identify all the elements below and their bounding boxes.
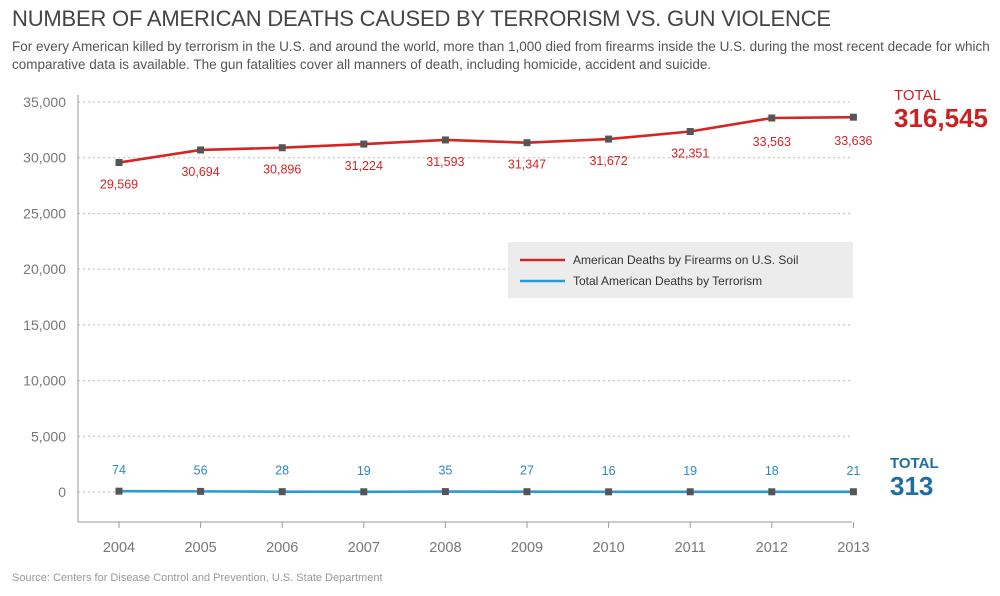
data-label-firearms: 29,569 — [100, 178, 138, 192]
data-label-firearms: 31,224 — [345, 159, 383, 173]
data-label-terrorism: 27 — [520, 464, 534, 478]
data-point-terrorism — [686, 488, 694, 496]
data-label-firearms: 32,351 — [671, 147, 709, 161]
firearms-total: TOTAL 316,545 — [894, 87, 988, 132]
legend: American Deaths by Firearms on U.S. Soil… — [508, 242, 853, 298]
y-tick-label: 10,000 — [23, 373, 66, 389]
x-tick-label: 2012 — [756, 540, 788, 556]
data-label-terrorism: 19 — [357, 464, 371, 478]
y-tick-label: 5,000 — [31, 428, 66, 444]
data-point-firearms — [441, 136, 449, 144]
axis-layer: 0 5,000 10,000 15,000 20,000 25,000 30,000 35,0… — [23, 94, 869, 556]
series-line-firearms — [118, 115, 854, 164]
data-point-terrorism — [768, 488, 776, 496]
chart-subtitle: For every American killed by terrorism i… — [12, 39, 990, 72]
data-point-firearms — [278, 144, 286, 152]
x-tick-label: 2010 — [592, 540, 624, 556]
data-point-firearms — [686, 128, 694, 136]
data-point-firearms — [115, 159, 123, 167]
data-point-firearms — [360, 140, 368, 148]
data-label-terrorism: 56 — [194, 463, 208, 477]
source-note: Source: Centers for Disease Control and … — [12, 572, 383, 584]
x-tick-label: 2006 — [266, 540, 298, 556]
y-tick-label: 20,000 — [23, 261, 66, 277]
data-point-terrorism — [523, 488, 531, 496]
data-point-terrorism — [849, 488, 857, 496]
data-point-firearms — [197, 146, 205, 154]
data-point-terrorism — [605, 488, 613, 496]
terrorism-total-value: 313 — [890, 471, 934, 501]
firearms-total-value: 316,545 — [894, 103, 988, 133]
x-tick-label: 2009 — [511, 540, 543, 556]
data-point-terrorism — [278, 488, 286, 496]
data-label-terrorism: 21 — [846, 464, 860, 478]
data-point-terrorism — [115, 487, 123, 495]
x-tick-label: 2011 — [675, 540, 706, 556]
data-label-terrorism: 74 — [112, 463, 126, 477]
data-label-layer: 29,569 30,694 30,896 31,224 31,593 31,347 31,6… — [100, 134, 873, 478]
data-label-firearms: 33,636 — [834, 134, 872, 148]
data-point-firearms — [849, 113, 857, 121]
legend-label-terrorism: Total American Deaths by Terrorism — [573, 274, 762, 288]
data-label-firearms: 30,694 — [181, 165, 219, 179]
series-line-terrorism — [118, 489, 854, 494]
data-point-firearms — [605, 135, 613, 143]
x-tick-label: 2005 — [184, 540, 216, 556]
data-label-terrorism: 18 — [765, 464, 779, 478]
terrorism-total-label: TOTAL — [890, 455, 939, 472]
chart-title: NUMBER OF AMERICAN DEATHS CAUSED BY TERR… — [12, 6, 831, 31]
data-label-terrorism: 16 — [602, 464, 616, 478]
y-tick-label: 25,000 — [23, 205, 66, 221]
y-tick-label: 35,000 — [23, 94, 66, 110]
y-tick-label: 15,000 — [23, 317, 66, 333]
data-point-terrorism — [197, 487, 205, 495]
data-label-firearms: 30,896 — [263, 163, 301, 177]
y-tick-label: 0 — [58, 484, 66, 500]
terrorism-total: TOTAL 313 — [890, 455, 939, 500]
y-tick-label: 30,000 — [23, 150, 66, 166]
data-point-terrorism — [441, 488, 449, 496]
x-tick-label: 2007 — [348, 540, 380, 556]
data-label-terrorism: 28 — [275, 464, 289, 478]
data-label-firearms: 31,593 — [426, 155, 464, 169]
data-point-terrorism — [360, 488, 368, 496]
x-tick-label: 2004 — [103, 540, 135, 556]
x-tick-label: 2008 — [429, 540, 461, 556]
data-label-firearms: 31,672 — [589, 154, 627, 168]
series-layer — [115, 113, 857, 496]
legend-background — [508, 242, 853, 298]
data-point-firearms — [768, 114, 776, 122]
data-point-firearms — [523, 139, 531, 147]
data-label-terrorism: 35 — [438, 464, 452, 478]
data-label-firearms: 31,347 — [508, 158, 546, 172]
x-tick-label: 2013 — [837, 540, 869, 556]
legend-label-firearms: American Deaths by Firearms on U.S. Soil — [573, 253, 798, 267]
data-label-firearms: 33,563 — [753, 135, 791, 149]
data-label-terrorism: 19 — [683, 464, 697, 478]
firearms-total-label: TOTAL — [894, 87, 941, 104]
